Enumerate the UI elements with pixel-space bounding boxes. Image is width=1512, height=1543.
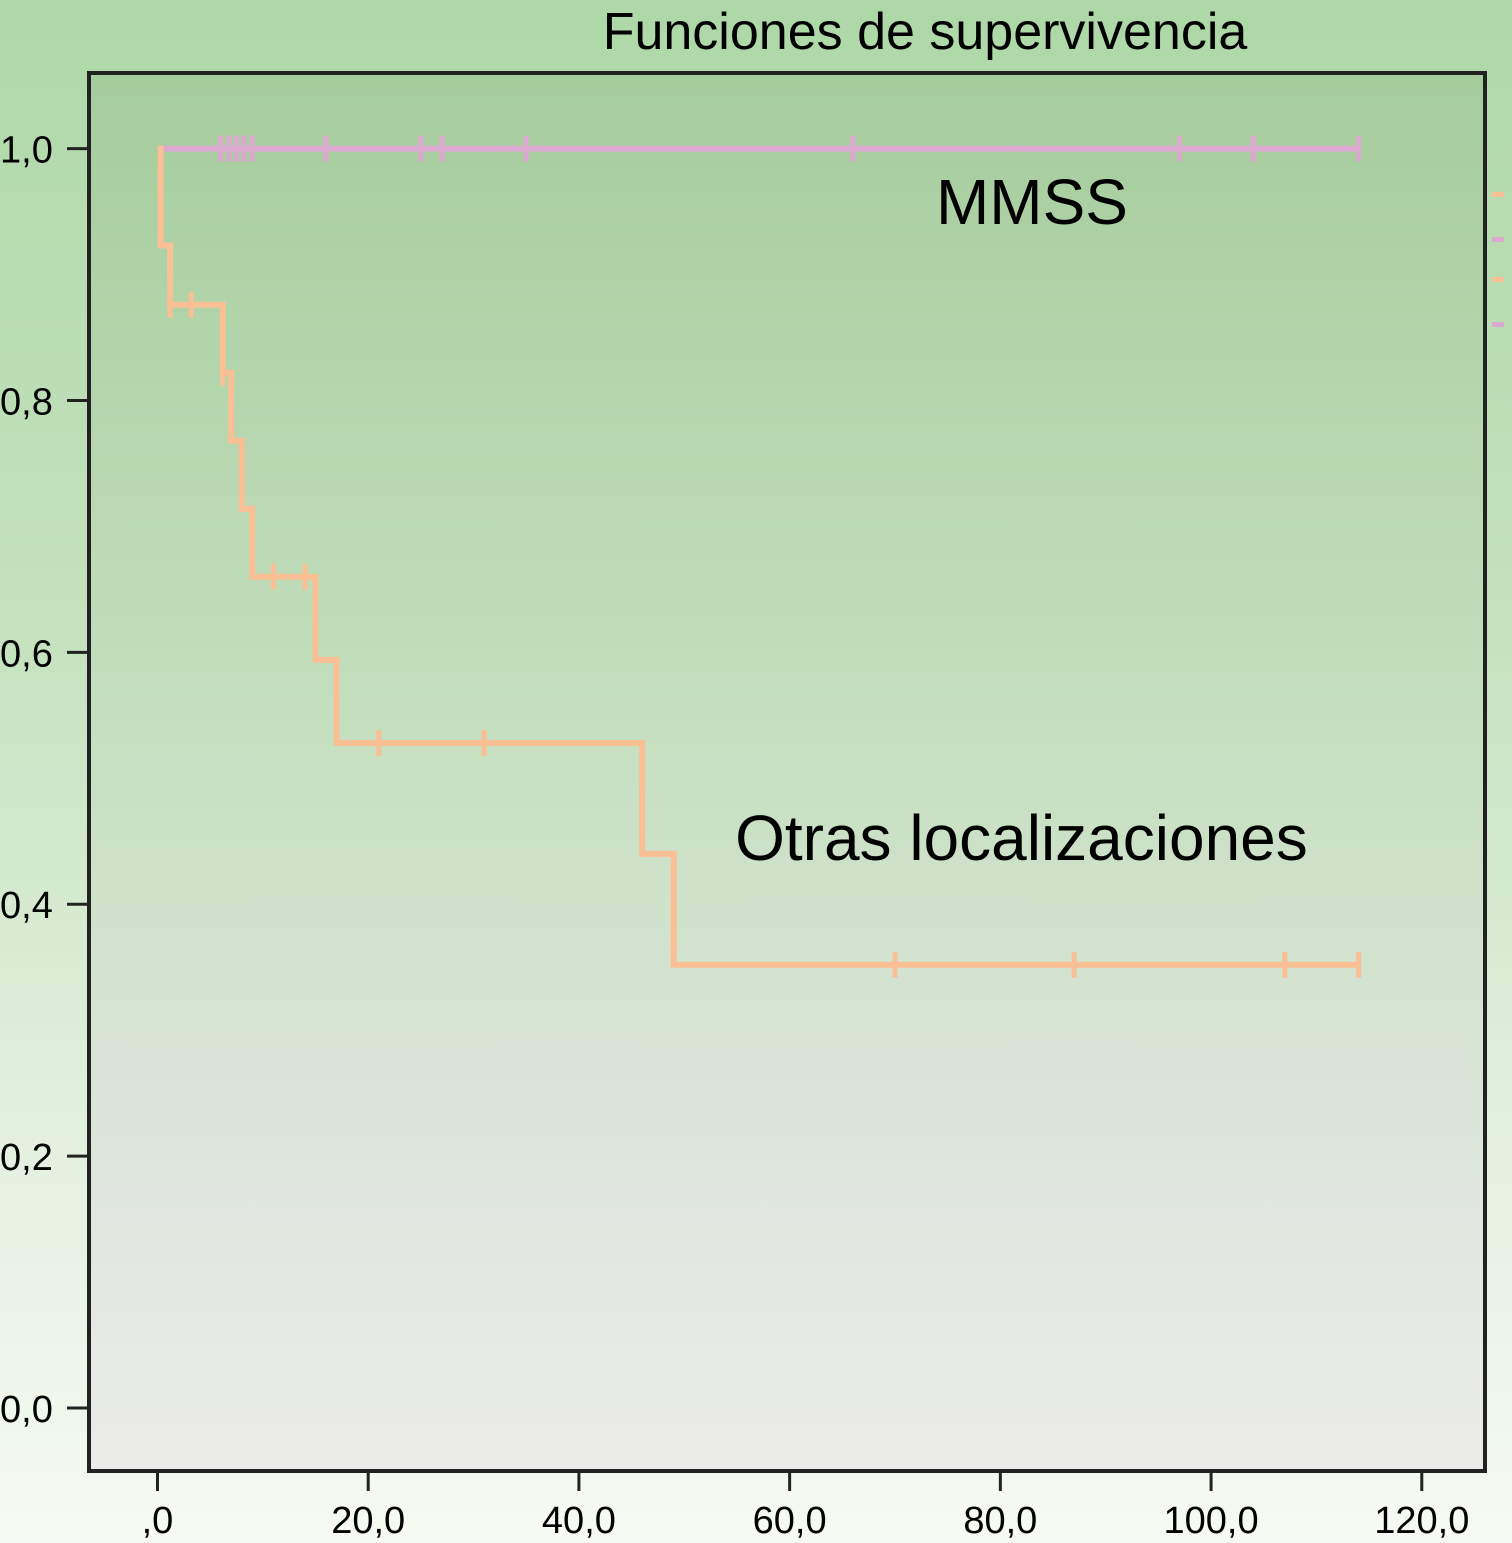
y-tick-label: 0,2 [0,1137,53,1179]
x-tick-label: 20,0 [331,1500,405,1542]
annotation-label: MMSS [936,166,1128,238]
x-tick-label: 120,0 [1374,1500,1469,1542]
y-tick-label: 1,0 [0,130,53,172]
x-tick-label: 100,0 [1164,1500,1259,1542]
series-otras-localizaciones [157,145,1362,978]
x-tick-label: 40,0 [542,1500,616,1542]
legend-swatch-mmss-1 [1492,237,1504,242]
x-tick-label: 80,0 [963,1500,1037,1542]
y-tick-label: 0,8 [0,381,53,423]
x-tick-label: 60,0 [753,1500,827,1542]
y-tick-label: 0,6 [0,633,53,675]
series-mmss [157,135,1362,162]
plot-area [87,71,1487,1473]
legend-swatch-otras-1 [1492,192,1504,197]
legend-swatch-otras-2 [1492,277,1504,282]
survival-line-otras-localizaciones [157,145,1359,968]
x-tick-label: ,0 [142,1500,174,1542]
y-tick-label: 0,0 [0,1389,53,1431]
chart-title: Funciones de supervivencia [602,3,1248,61]
legend-swatch-mmss-2 [1492,322,1504,327]
annotation-label: Otras localizaciones [735,802,1308,874]
legend-swatches [1492,192,1504,327]
y-tick-label: 0,4 [0,885,53,927]
